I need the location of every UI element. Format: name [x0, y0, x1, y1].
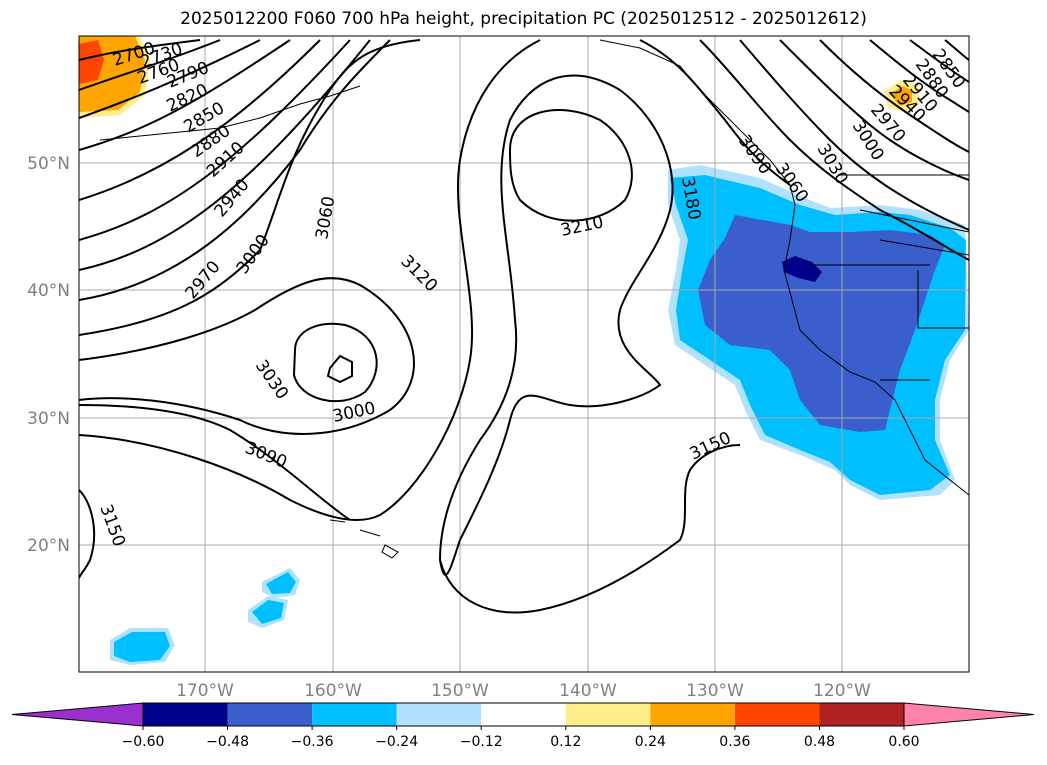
height-contours: [79, 39, 969, 614]
colorbar-segment: [819, 703, 904, 726]
colorbar-segment: [143, 703, 228, 726]
lon-tick-160w: 160°W: [304, 681, 362, 701]
colorbar-segment: [734, 703, 820, 726]
colorbar-segment: [650, 703, 735, 726]
colorbar-tick-label: 0.48: [804, 734, 835, 750]
colorbar-tick-label: 0.36: [719, 734, 750, 750]
precip-blob-south-2-core: [252, 600, 284, 624]
colorbar: −0.60 −0.48 −0.36 −0.24 −0.12 0.12 0.24 0.36 0.4…: [11, 702, 1035, 750]
colorbar-extend-low: [11, 702, 144, 727]
colorbar-segment: [227, 703, 313, 726]
colorbar-tick-label: −0.48: [206, 734, 249, 750]
colorbar-tick-label: 0.60: [888, 734, 919, 750]
colorbar-tick-label: 0.24: [635, 734, 666, 750]
colorbar-outline: [142, 702, 905, 727]
precip-region-orange-ne: [890, 86, 912, 106]
colorbar-segment: [312, 703, 397, 726]
lon-tick-140w: 140°W: [559, 681, 617, 701]
map-frame: [78, 35, 970, 673]
lon-tick-150w: 150°W: [431, 681, 489, 701]
colorbar-tick-label: −0.12: [460, 734, 503, 750]
precip-region-royal-blue: [698, 215, 945, 432]
colorbar-tick-label: −0.60: [122, 734, 165, 750]
colorbar-tick-label: −0.36: [291, 734, 334, 750]
colorbar-tick-label: 0.12: [550, 734, 581, 750]
colorbar-segment: [396, 703, 482, 726]
precip-blob-south-3-core: [114, 632, 170, 662]
map-gridlines: [79, 36, 969, 672]
longitude-ticks: 170°W 160°W 150°W 140°W 130°W 120°W: [176, 681, 871, 701]
lon-tick-170w: 170°W: [176, 681, 234, 701]
precip-blob-south-1-core: [266, 572, 296, 594]
lat-tick-50n: 50°N: [27, 154, 70, 174]
precip-region-navy: [782, 256, 822, 282]
lat-tick-20n: 20°N: [27, 536, 70, 556]
latitude-ticks: 50°N 40°N 30°N 20°N: [27, 154, 70, 556]
lon-tick-120w: 120°W: [813, 681, 871, 701]
colorbar-extend-high: [903, 702, 1035, 727]
colorbar-segment: [481, 703, 566, 726]
map-title: 2025012200 F060 700 hPa height, precipit…: [180, 9, 867, 29]
precip-region-red-nw: [79, 40, 104, 84]
lon-tick-130w: 130°W: [686, 681, 744, 701]
lat-tick-40n: 40°N: [27, 281, 70, 301]
colorbar-segment: [565, 703, 651, 726]
colorbar-tick-label: −0.24: [375, 734, 418, 750]
lat-tick-30n: 30°N: [27, 409, 70, 429]
